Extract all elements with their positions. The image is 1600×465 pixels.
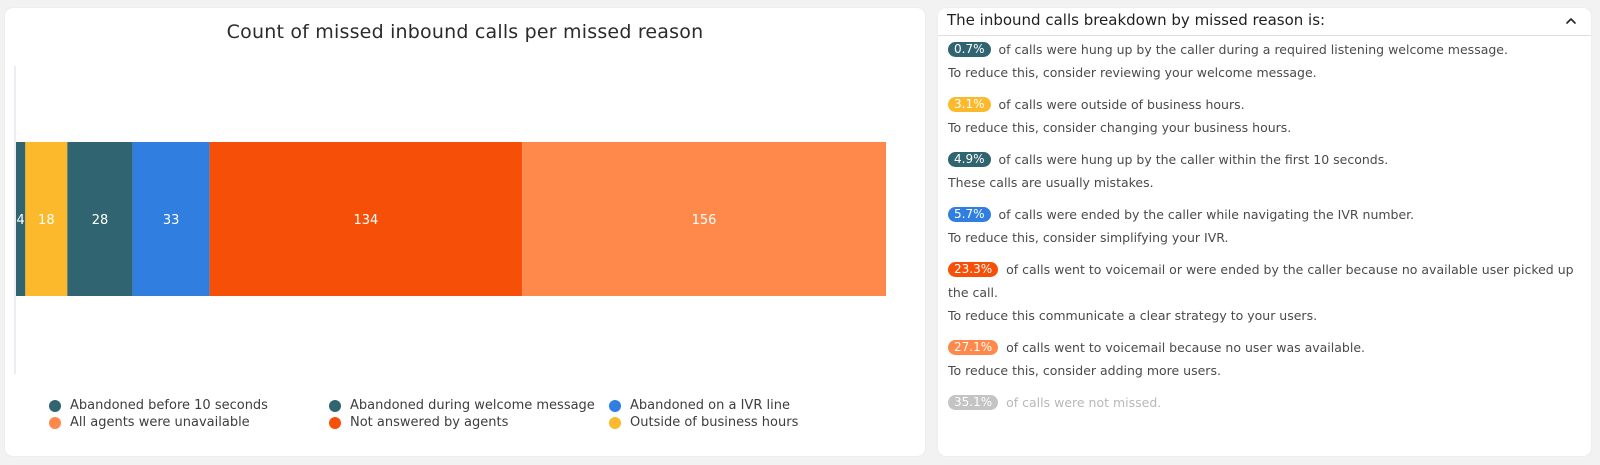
bar-value-label: 28 bbox=[92, 213, 109, 228]
breakdown-item-text: of calls were ended by the caller while … bbox=[998, 207, 1415, 222]
breakdown-item-advice: To reduce this, consider reviewing your … bbox=[948, 65, 1317, 80]
bar-segment[interactable] bbox=[522, 142, 886, 296]
percent-badge: 5.7% bbox=[948, 207, 991, 222]
legend-item[interactable]: Not answered by agents bbox=[329, 415, 508, 430]
breakdown-item-text: of calls were hung up by the caller with… bbox=[998, 152, 1389, 167]
legend-label: Abandoned during welcome message bbox=[350, 398, 595, 413]
bar-segment[interactable] bbox=[25, 142, 68, 296]
breakdown-item-advice: These calls are usually mistakes. bbox=[948, 175, 1154, 190]
bar-value-label: 18 bbox=[38, 213, 55, 228]
legend-swatch bbox=[49, 416, 61, 429]
breakdown-item-advice: To reduce this, consider simplifying you… bbox=[948, 230, 1229, 245]
chevron-up-icon[interactable] bbox=[1563, 13, 1579, 29]
breakdown-header[interactable]: The inbound calls breakdown by missed re… bbox=[938, 8, 1591, 36]
breakdown-item-text: of calls were not missed. bbox=[1006, 395, 1162, 410]
breakdown-item-text: of calls were hung up by the caller duri… bbox=[998, 42, 1508, 57]
legend-item[interactable]: Abandoned before 10 seconds bbox=[49, 398, 268, 413]
legend-label: Abandoned on a IVR line bbox=[630, 398, 790, 413]
bar-segment[interactable] bbox=[16, 142, 26, 296]
breakdown-item: 4.9% of calls were hung up by the caller … bbox=[948, 148, 1583, 194]
breakdown-item-line: 27.1% of calls went to voicemail because … bbox=[948, 336, 1583, 359]
percent-badge: 23.3% bbox=[948, 262, 999, 277]
breakdown-item: 35.1% of calls were not missed. bbox=[948, 391, 1583, 414]
percent-badge: 35.1% bbox=[948, 395, 999, 410]
bar-value-label: 33 bbox=[163, 213, 180, 228]
percent-badge: 3.1% bbox=[948, 97, 991, 112]
breakdown-item-line: 35.1% of calls were not missed. bbox=[948, 391, 1583, 414]
bar-value-label: 134 bbox=[353, 213, 378, 228]
chart-title: Count of missed inbound calls per missed… bbox=[226, 21, 704, 43]
breakdown-title: The inbound calls breakdown by missed re… bbox=[947, 11, 1326, 29]
percent-badge: 0.7% bbox=[948, 42, 991, 57]
legend-swatch bbox=[329, 399, 341, 412]
legend-item[interactable]: Abandoned on a IVR line bbox=[609, 398, 790, 413]
breakdown-item-text: of calls went to voicemail because no us… bbox=[1006, 340, 1365, 355]
legend-swatch bbox=[329, 416, 341, 429]
legend-label: Not answered by agents bbox=[350, 415, 509, 430]
bar-segment[interactable] bbox=[209, 142, 523, 296]
percent-badge: 27.1% bbox=[948, 340, 999, 355]
breakdown-item: 27.1% of calls went to voicemail because … bbox=[948, 336, 1583, 382]
bar-segment[interactable] bbox=[67, 142, 133, 296]
breakdown-item-text: of calls went to voicemail or were ended… bbox=[948, 262, 1574, 300]
breakdown-item-line: 5.7% of calls were ended by the caller wh… bbox=[948, 203, 1583, 226]
legend-label: Abandoned before 10 seconds bbox=[70, 398, 268, 413]
breakdown-panel: The inbound calls breakdown by missed re… bbox=[938, 8, 1591, 456]
breakdown-item-line: 0.7% of calls were hung up by the caller … bbox=[948, 38, 1583, 61]
chart-panel: Count of missed inbound calls per missed… bbox=[5, 8, 925, 456]
breakdown-item-advice: To reduce this, consider adding more use… bbox=[948, 363, 1221, 378]
breakdown-list: 0.7% of calls were hung up by the caller … bbox=[948, 38, 1583, 423]
legend-swatch bbox=[609, 416, 621, 429]
breakdown-item-text: of calls were outside of business hours. bbox=[998, 97, 1245, 112]
breakdown-item: 0.7% of calls were hung up by the caller … bbox=[948, 38, 1583, 84]
breakdown-item-advice: To reduce this, consider changing your b… bbox=[948, 120, 1292, 135]
legend-item[interactable]: All agents were unavailable bbox=[49, 415, 250, 430]
bar-value-label: 4 bbox=[17, 213, 25, 228]
breakdown-item-advice: To reduce this communicate a clear strat… bbox=[948, 308, 1318, 323]
legend-swatch bbox=[49, 399, 61, 412]
legend-swatch bbox=[609, 399, 621, 412]
breakdown-item-line: 3.1% of calls were outside of business ho… bbox=[948, 93, 1583, 116]
percent-badge: 4.9% bbox=[948, 152, 991, 167]
legend-item[interactable]: Outside of business hours bbox=[609, 415, 798, 430]
breakdown-item: 23.3% of calls went to voicemail or were … bbox=[948, 258, 1583, 327]
legend-label: Outside of business hours bbox=[630, 415, 799, 430]
bar-value-label: 156 bbox=[692, 213, 717, 228]
legend-item[interactable]: Abandoned during welcome message bbox=[329, 398, 595, 413]
breakdown-item-line: 23.3% of calls went to voicemail or were … bbox=[948, 258, 1583, 304]
stacked-bar-chart: 4 18 28 33 134 156 bbox=[14, 66, 886, 374]
breakdown-item: 5.7% of calls were ended by the caller wh… bbox=[948, 203, 1583, 249]
breakdown-item: 3.1% of calls were outside of business ho… bbox=[948, 93, 1583, 139]
breakdown-item-line: 4.9% of calls were hung up by the caller … bbox=[948, 148, 1583, 171]
legend-label: All agents were unavailable bbox=[70, 415, 250, 430]
bar-segment[interactable] bbox=[132, 142, 210, 296]
